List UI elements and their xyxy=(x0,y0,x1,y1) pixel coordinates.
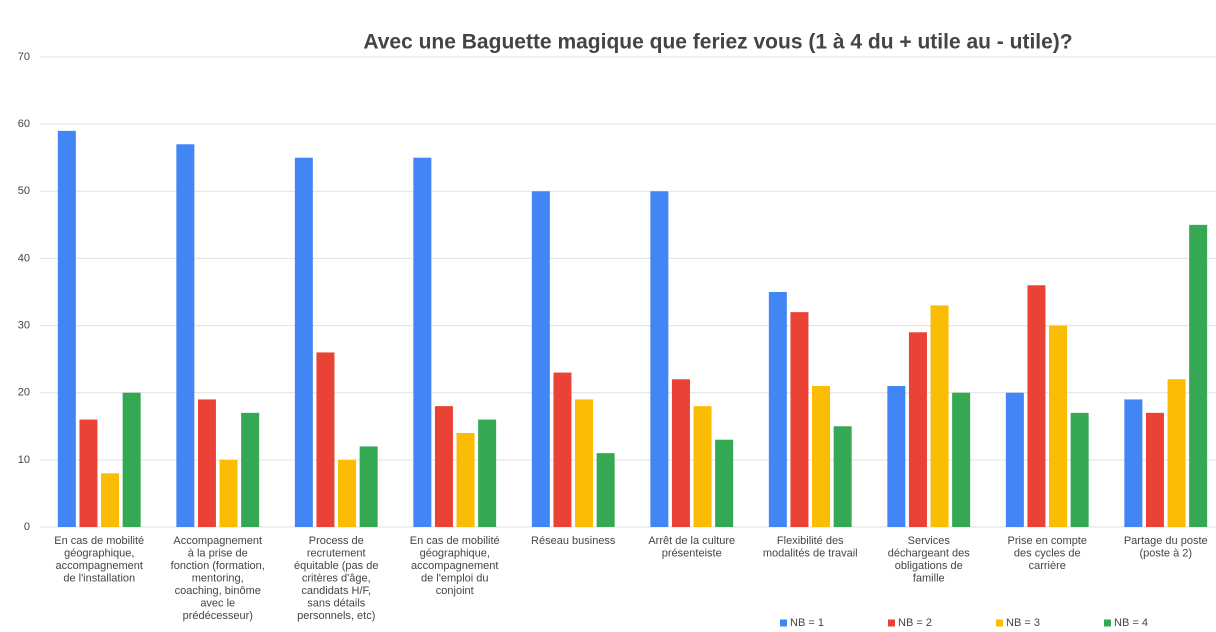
bar xyxy=(1005,392,1024,527)
bar xyxy=(122,392,141,527)
x-tick-label: Réseau business xyxy=(531,535,616,547)
bar xyxy=(434,406,453,527)
bar xyxy=(768,292,787,527)
bar xyxy=(790,312,809,527)
bar xyxy=(833,426,852,527)
y-tick-label: 60 xyxy=(18,118,30,130)
x-tick-label: Prise en compte des cycles de carrière xyxy=(1008,535,1087,572)
bar xyxy=(1049,325,1068,527)
bar xyxy=(531,191,550,528)
legend-label: NB = 3 xyxy=(1006,617,1040,629)
x-tick-label: En cas de mobilité géographique, accompagn… xyxy=(54,535,144,585)
bar xyxy=(176,144,195,528)
bar xyxy=(908,332,927,527)
bar xyxy=(1027,285,1046,527)
legend-swatch xyxy=(888,619,895,627)
bar xyxy=(1189,224,1208,527)
bar xyxy=(575,399,594,527)
bar xyxy=(219,459,238,527)
bar xyxy=(671,379,690,527)
bar xyxy=(553,372,572,527)
x-tick-label: Accompagnement à la prise de fonction (for… xyxy=(171,535,265,622)
y-tick-label: 50 xyxy=(18,185,30,197)
bar xyxy=(197,399,216,527)
bar xyxy=(413,157,432,527)
legend-swatch xyxy=(780,619,787,627)
bar xyxy=(294,157,313,527)
x-tick-label: Flexibilité des modalités de travail xyxy=(763,535,858,560)
bar xyxy=(359,446,378,527)
bar xyxy=(952,392,971,527)
legend-swatch xyxy=(996,619,1003,627)
bar xyxy=(596,453,615,527)
bar xyxy=(1124,399,1143,527)
bar xyxy=(338,459,357,527)
y-tick-label: 40 xyxy=(18,252,30,264)
legend-label: NB = 4 xyxy=(1114,617,1148,629)
bar xyxy=(316,352,335,527)
bar xyxy=(715,439,734,527)
bar xyxy=(241,412,260,527)
y-tick-label: 0 xyxy=(24,521,30,533)
bar xyxy=(1167,379,1186,527)
y-tick-label: 30 xyxy=(18,319,30,331)
bar xyxy=(650,191,669,528)
bar xyxy=(1070,412,1089,527)
x-tick-label: Arrêt de la culture présenteiste xyxy=(648,535,735,560)
x-tick-label: Partage du poste (poste à 2) xyxy=(1124,535,1208,560)
bar xyxy=(57,130,76,527)
bar xyxy=(478,419,497,527)
legend-swatch xyxy=(1104,619,1111,627)
y-tick-label: 10 xyxy=(18,454,30,466)
chart-title: Avec une Baguette magique que feriez vou… xyxy=(363,31,1072,54)
bar xyxy=(456,433,475,527)
bar xyxy=(79,419,98,527)
legend-label: NB = 2 xyxy=(898,617,932,629)
x-tick-label: Services déchargeant des obligations de fam… xyxy=(888,535,970,585)
bar xyxy=(930,305,949,527)
bar xyxy=(887,386,906,527)
bar xyxy=(101,473,120,527)
y-tick-label: 20 xyxy=(18,387,30,399)
legend-label: NB = 1 xyxy=(790,617,824,629)
y-tick-label: 70 xyxy=(18,51,30,63)
x-tick-label: Process de recrutement équitable (pas de cr… xyxy=(294,535,378,622)
bar xyxy=(1145,412,1164,527)
x-tick-label: En cas de mobilité géographique, accompagn… xyxy=(410,535,500,597)
bar xyxy=(693,406,712,527)
bar xyxy=(812,386,831,527)
